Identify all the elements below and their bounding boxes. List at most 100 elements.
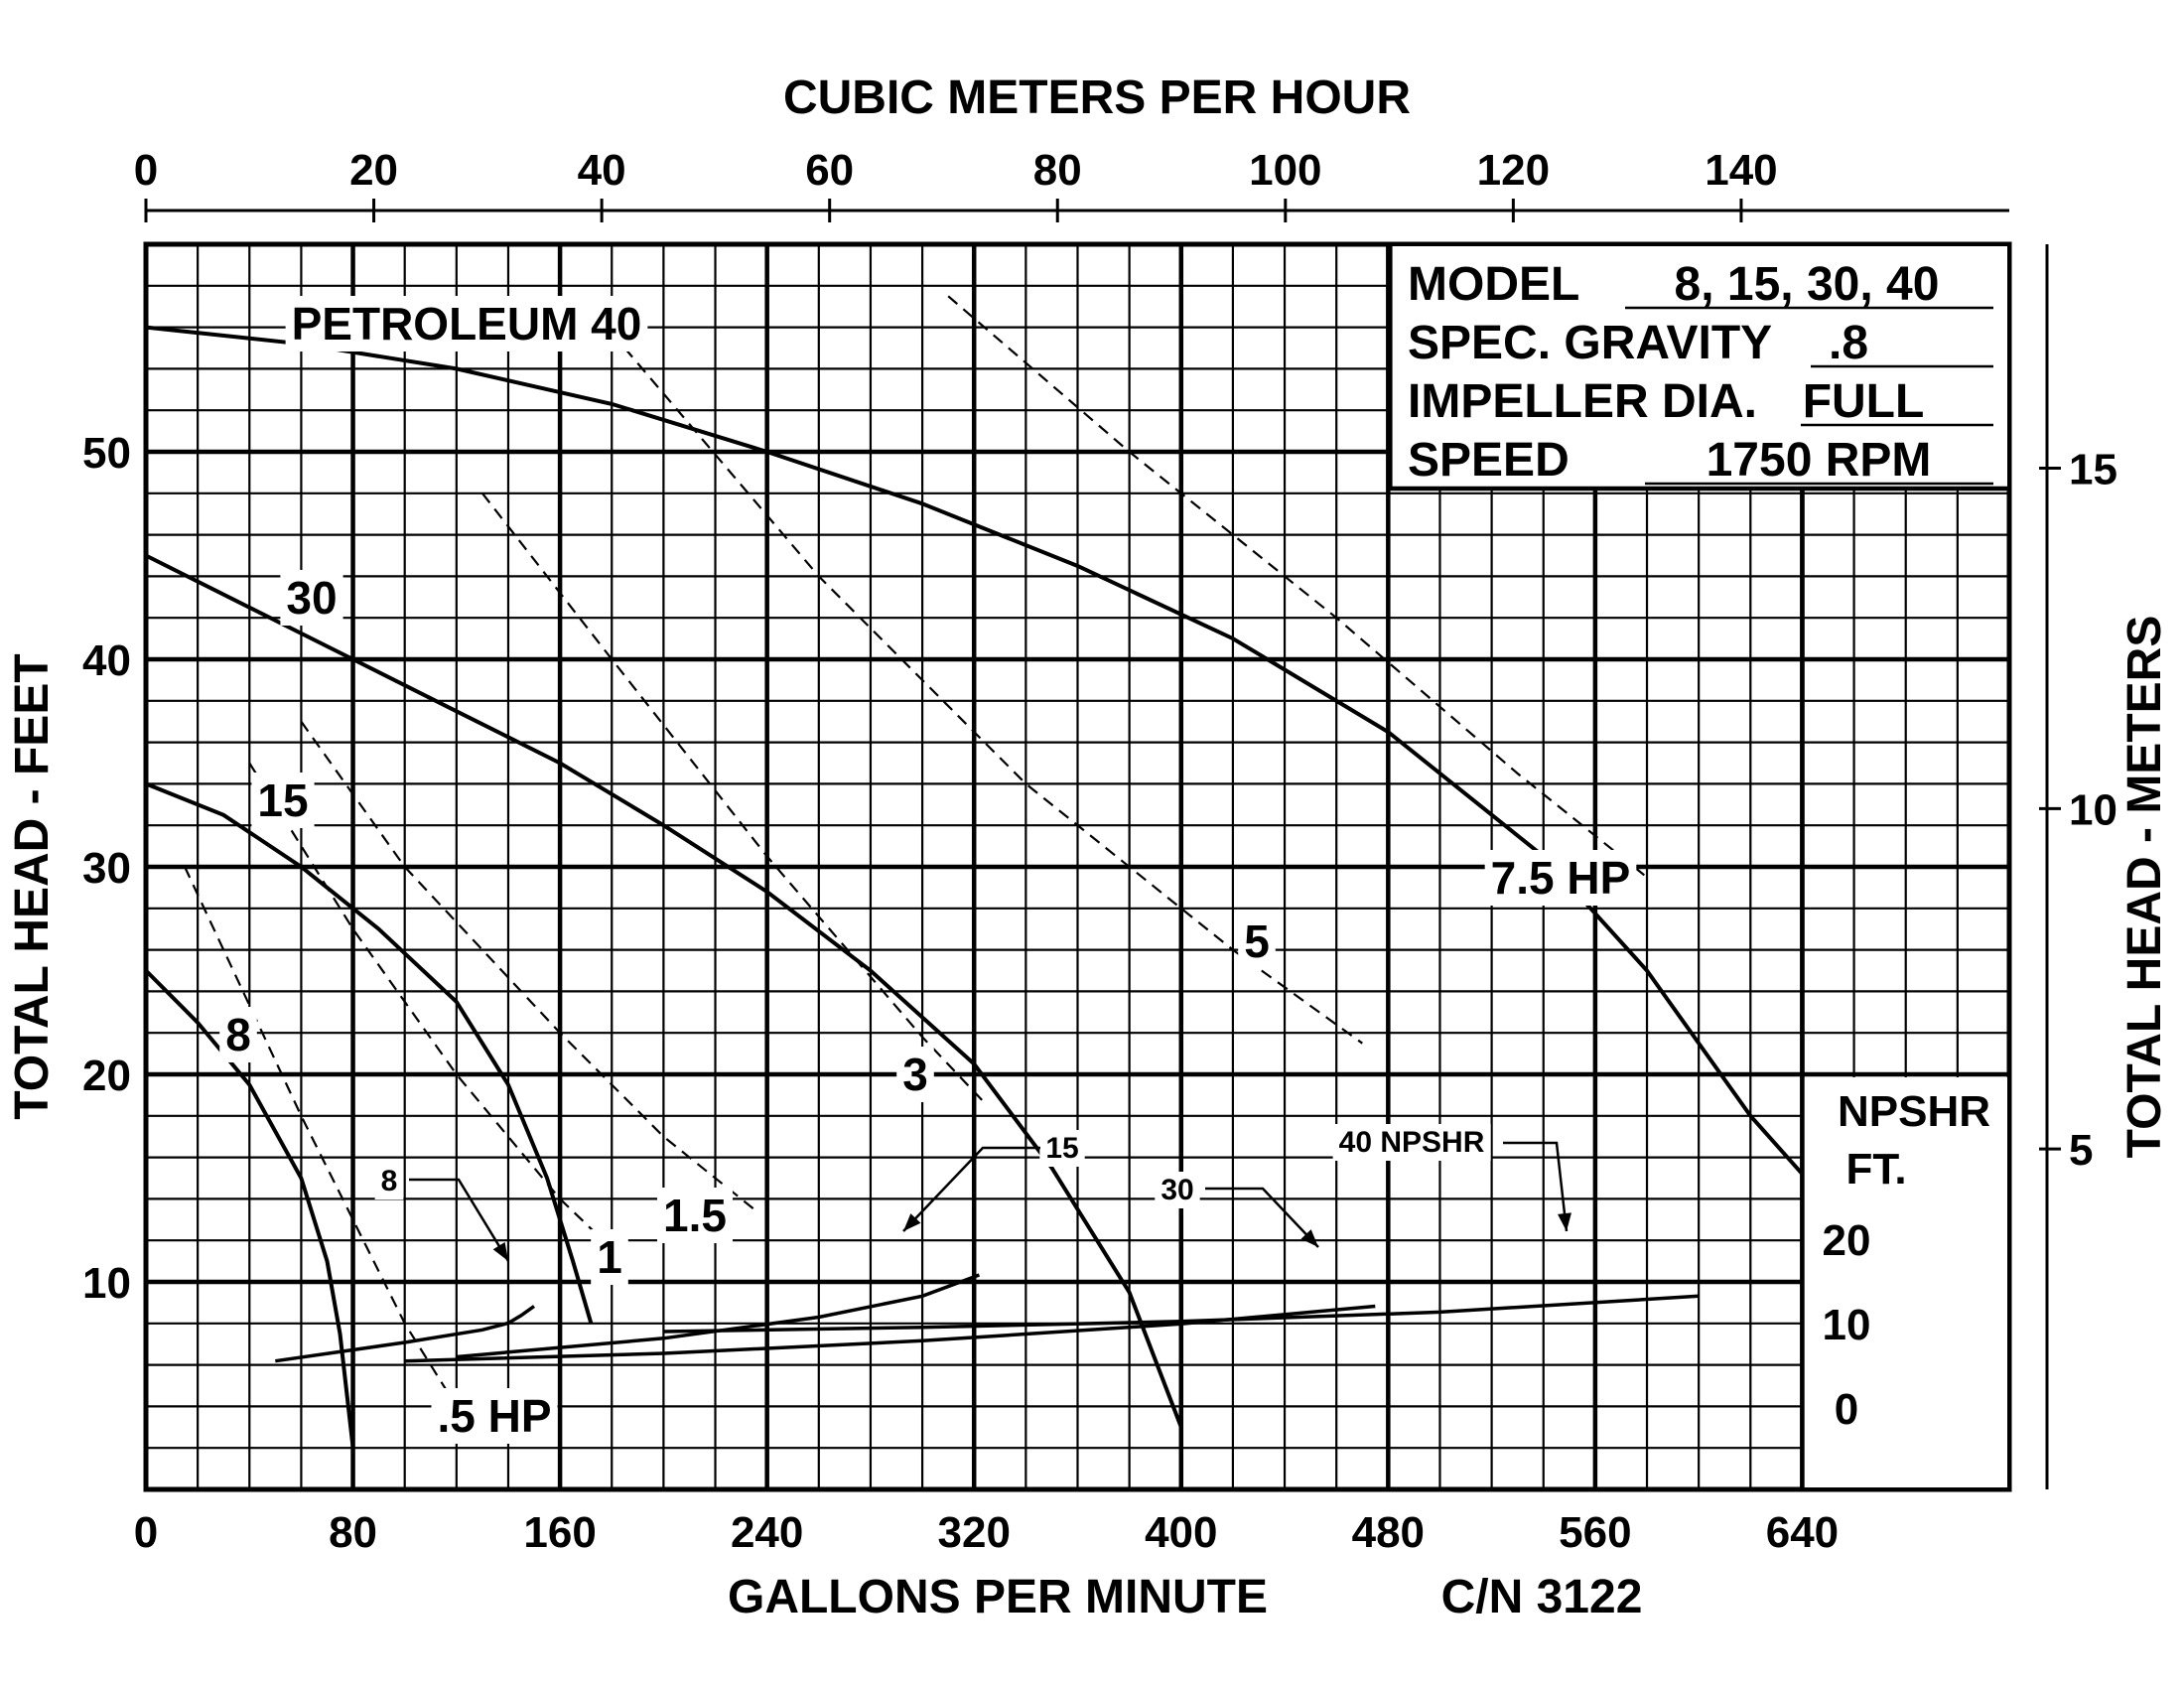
x-tick-label: 80 (329, 1508, 377, 1557)
npshr-label-15-arrowhead (903, 1213, 921, 1231)
hp-label-half-bg (431, 1388, 558, 1444)
top-tick-label: 20 (349, 146, 398, 195)
y-tick-label: 30 (82, 844, 131, 893)
info-label: SPEC. GRAVITY (1408, 317, 1772, 369)
hp-label-5-bg (1238, 914, 1276, 969)
curves-layer (144, 295, 1830, 1449)
npshr-label-40-arrowhead (1558, 1212, 1571, 1231)
top-tick-label: 40 (578, 146, 626, 195)
npshr-label-8: 8 (381, 1165, 398, 1197)
hp-label-1-5: 1.5 (663, 1190, 727, 1241)
plot-frame (143, 241, 2012, 1492)
npshr-label-30-leader (1205, 1187, 1319, 1248)
npshr-tick-label: 20 (1823, 1216, 1871, 1265)
info-value: 8, 15, 30, 40 (1675, 258, 1940, 311)
x-tick-label: 480 (1352, 1508, 1425, 1557)
hp-line (623, 347, 1363, 1045)
hp-label-7-5: 7.5 HP (1491, 852, 1631, 904)
curve-label-8: 8 (225, 1009, 251, 1060)
x-axis-title: GALLONS PER MINUTE (728, 1571, 1268, 1623)
x-tick-label: 160 (523, 1508, 596, 1557)
npshr-label-8-leader (409, 1178, 510, 1262)
labels-layer: PETROLEUM 40 30 15 8 .5 HP 1 1.5 3 5 7.5 HP 8 15 30 4… (219, 296, 1637, 1444)
top-tick-label: 140 (1705, 146, 1777, 195)
hp-line (481, 492, 989, 1107)
npshr-label-30: 30 (1160, 1174, 1193, 1206)
hp-line (184, 866, 458, 1407)
npshr-label-15-bg (1039, 1130, 1085, 1167)
right-tick-label: 15 (2069, 445, 2117, 493)
curve-label-30: 30 (286, 572, 337, 624)
x-tick-label: 400 (1145, 1508, 1217, 1557)
head-curve (144, 969, 355, 1449)
npshr-tick-label: 10 (1823, 1301, 1871, 1349)
right-tick-label: 5 (2069, 1126, 2093, 1175)
npshr-label-40: 40 NPSHR (1339, 1126, 1485, 1159)
npshr-curve (404, 1304, 1376, 1363)
top-axis-title: CUBIC METERS PER HOUR (783, 71, 1411, 124)
top-tick-label: 120 (1477, 146, 1550, 195)
y-tick-label: 10 (82, 1259, 131, 1308)
info-box: NPSHR FT. 20 10 0 MODEL 8, 15, 30, 40 SPEC. GRA… (1388, 244, 2009, 1489)
catalog-number: C/N 3122 (1441, 1571, 1643, 1623)
hp-label-3: 3 (902, 1049, 928, 1100)
npshr-label-40-leader (1503, 1141, 1569, 1232)
npshr-curve (275, 1305, 536, 1363)
hp-line (248, 762, 626, 1262)
y-tick-label: 20 (82, 1052, 131, 1100)
y-axis-title: TOTAL HEAD - FEET (6, 653, 59, 1119)
npshr-label-8-bg (374, 1163, 404, 1199)
info-label: IMPELLER DIA. (1408, 375, 1757, 428)
curve-label-petroleum-bg (285, 296, 648, 352)
npshr-label-30-arrowhead (1300, 1229, 1318, 1247)
npshr-unit: FT. (1845, 1145, 1906, 1194)
npshr-tick-label: 0 (1835, 1385, 1858, 1434)
x-tick-label: 0 (134, 1508, 158, 1557)
curve-label-30-bg (280, 570, 343, 626)
curve-label-8-bg (219, 1007, 257, 1062)
npshr-panel (1804, 1077, 2007, 1487)
hp-label-1: 1 (597, 1231, 622, 1283)
x-tick-label: 560 (1559, 1508, 1631, 1557)
y-tick-label: 50 (82, 429, 131, 478)
hp-label-7-5-bg (1484, 850, 1637, 906)
top-tick-label: 80 (1033, 146, 1082, 195)
y-tick-label: 40 (82, 636, 131, 685)
x-tick-label: 320 (938, 1508, 1011, 1557)
npshr-title: NPSHR (1838, 1087, 1990, 1136)
head-curve (145, 553, 1183, 1429)
hp-label-5: 5 (1244, 915, 1270, 967)
right-axis-title: TOTAL HEAD - METERS (2118, 616, 2171, 1159)
npshr-curve (456, 1273, 981, 1359)
x-tick-label: 240 (731, 1508, 803, 1557)
info-value: FULL (1803, 375, 1925, 428)
hp-label-1-5-bg (657, 1188, 733, 1243)
curve-label-15-bg (251, 773, 315, 828)
curve-label-15: 15 (257, 774, 308, 826)
npshr-label-8-arrowhead (492, 1241, 508, 1261)
top-tick-label: 0 (134, 146, 158, 195)
npshr-label-15: 15 (1045, 1132, 1078, 1165)
right-tick-label: 10 (2069, 785, 2117, 834)
hp-label-1-bg (591, 1229, 628, 1285)
hp-line (947, 295, 1648, 879)
hp-line (300, 721, 755, 1210)
x-tick-label: 640 (1766, 1508, 1839, 1557)
info-label: SPEED (1408, 434, 1570, 487)
npshr-label-40-bg (1332, 1124, 1491, 1161)
head-curve (145, 325, 1830, 1204)
head-curve (145, 781, 594, 1325)
hp-label-3-bg (896, 1047, 934, 1102)
npshr-curve (663, 1294, 1700, 1334)
info-label: MODEL (1408, 258, 1579, 311)
top-tick-label: 60 (805, 146, 854, 195)
info-value: .8 (1829, 317, 1868, 369)
info-value: 1750 RPM (1706, 434, 1932, 487)
npshr-label-30-bg (1155, 1172, 1200, 1208)
npshr-label-15-leader (902, 1146, 1040, 1232)
hp-label-half: .5 HP (437, 1390, 551, 1442)
top-tick-label: 100 (1249, 146, 1321, 195)
curve-label-petroleum: PETROLEUM 40 (292, 298, 642, 350)
